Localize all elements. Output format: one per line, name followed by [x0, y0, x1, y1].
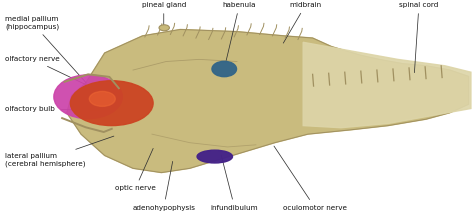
Text: infundibulum: infundibulum [211, 155, 258, 211]
Ellipse shape [212, 61, 237, 77]
Polygon shape [67, 29, 469, 173]
Text: olfactory nerve: olfactory nerve [5, 56, 100, 91]
Text: lateral pallium
(cerebral hemisphere): lateral pallium (cerebral hemisphere) [5, 136, 114, 167]
Text: habenula: habenula [223, 2, 256, 62]
Text: pineal gland: pineal gland [142, 2, 186, 26]
Text: olfactory bulb: olfactory bulb [5, 105, 100, 111]
Text: midbrain: midbrain [283, 2, 321, 43]
Ellipse shape [89, 91, 115, 106]
Text: oculomotor nerve: oculomotor nerve [274, 146, 347, 211]
Text: adenohypophysis: adenohypophysis [132, 161, 195, 211]
Text: medial pallium
(hippocampus): medial pallium (hippocampus) [5, 16, 86, 83]
Ellipse shape [159, 25, 169, 31]
Ellipse shape [54, 75, 122, 119]
Text: optic nerve: optic nerve [115, 148, 156, 191]
Ellipse shape [71, 81, 153, 125]
Ellipse shape [197, 150, 233, 163]
Text: spinal cord: spinal cord [399, 2, 438, 73]
Polygon shape [303, 42, 471, 128]
